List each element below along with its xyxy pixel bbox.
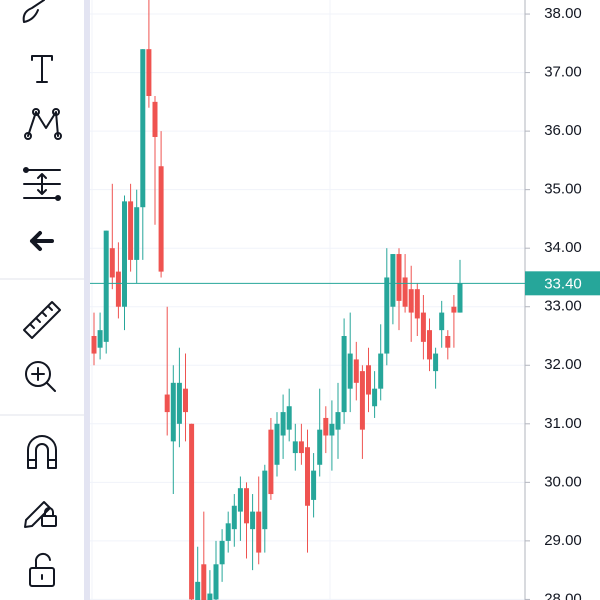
candle-body	[433, 353, 439, 372]
lock-drawing[interactable]	[24, 501, 57, 528]
candle-body	[128, 201, 134, 260]
candle-body	[170, 382, 176, 442]
candle-body	[146, 49, 152, 96]
lock-all[interactable]	[29, 552, 55, 587]
candle-body	[420, 312, 426, 342]
candle-body	[122, 201, 127, 307]
candle-body	[372, 388, 378, 407]
zoom-tool[interactable]	[25, 361, 56, 392]
candle-body	[158, 166, 164, 272]
candle-body	[323, 417, 329, 436]
candle-body	[244, 488, 249, 524]
candle-body	[402, 277, 408, 307]
candle-body	[390, 254, 396, 307]
pattern-tool[interactable]	[24, 108, 62, 140]
candle-body	[176, 382, 182, 424]
candle-body	[353, 359, 359, 383]
back-arrow[interactable]	[30, 231, 54, 251]
candle-body	[292, 441, 298, 454]
candle-body	[152, 101, 158, 137]
candle-body	[329, 423, 335, 436]
candle-body	[298, 441, 304, 454]
candle-body	[384, 277, 390, 354]
y-tick-label: 28.00	[544, 590, 582, 600]
candle-body	[237, 488, 243, 512]
candle-body	[311, 470, 317, 500]
prediction-tool[interactable]	[23, 167, 61, 201]
candle-body	[109, 248, 115, 278]
candle-body	[195, 581, 201, 600]
y-tick-label: 31.00	[544, 415, 582, 432]
candle-body	[262, 470, 268, 530]
last-price-label: 33.40	[544, 275, 582, 292]
candle-body	[189, 423, 195, 600]
candle-body	[457, 283, 463, 313]
toolbar-edge	[84, 0, 90, 600]
candle-body	[414, 289, 420, 319]
candle-body	[164, 394, 170, 413]
candle-body	[286, 406, 292, 430]
y-tick-label: 38.00	[544, 5, 582, 22]
candle-body	[280, 412, 286, 436]
candle-body	[366, 365, 371, 395]
y-tick-label: 34.00	[544, 239, 582, 256]
candle-body	[250, 511, 256, 530]
candle-body	[341, 336, 347, 413]
candle-body	[115, 271, 121, 307]
candle-body	[274, 423, 280, 465]
candle-body	[225, 523, 231, 541]
candle-body	[207, 593, 213, 600]
candle-body	[213, 564, 219, 600]
candle-body	[97, 330, 103, 348]
y-tick-label: 37.00	[544, 64, 582, 81]
brush-tool[interactable]	[22, 0, 45, 23]
candle-body	[378, 353, 384, 389]
y-tick-label: 36.00	[544, 122, 582, 139]
candle-body	[347, 353, 353, 389]
candle-body	[317, 429, 323, 465]
candle-body	[451, 306, 457, 313]
magnet-tool[interactable]	[27, 435, 57, 469]
candle-body	[134, 207, 140, 260]
candle-body	[427, 330, 432, 360]
candle-body	[183, 388, 188, 413]
candle-body	[445, 336, 451, 348]
candle-body	[439, 312, 445, 331]
candle-body	[256, 511, 262, 553]
last-price-tag	[525, 271, 600, 296]
candle-body	[201, 564, 207, 600]
chart: 28.00 29.00 30.00 31.00 32.00 33.00 34.00 35.00…	[90, 0, 600, 600]
y-tick-label: 30.00	[544, 473, 582, 490]
candle-body	[140, 49, 146, 208]
candle-body	[359, 371, 365, 430]
candle-body	[408, 289, 414, 313]
candle-body	[335, 412, 341, 430]
y-tick-label: 32.00	[544, 356, 582, 373]
text-tool[interactable]	[31, 55, 53, 83]
candle-body	[103, 230, 109, 342]
y-tick-label: 33.00	[544, 298, 582, 315]
candle-body	[231, 505, 237, 530]
candle-body	[396, 254, 402, 301]
toolbar-bg	[0, 0, 84, 600]
candle-body	[219, 540, 225, 565]
ruler-tool[interactable]	[23, 301, 61, 339]
y-tick-label: 35.00	[544, 181, 582, 198]
y-tick-label: 29.00	[544, 532, 582, 549]
toolbar	[0, 0, 90, 600]
candle-body	[305, 447, 310, 506]
candle-body	[268, 429, 274, 495]
candle-body	[91, 336, 97, 354]
